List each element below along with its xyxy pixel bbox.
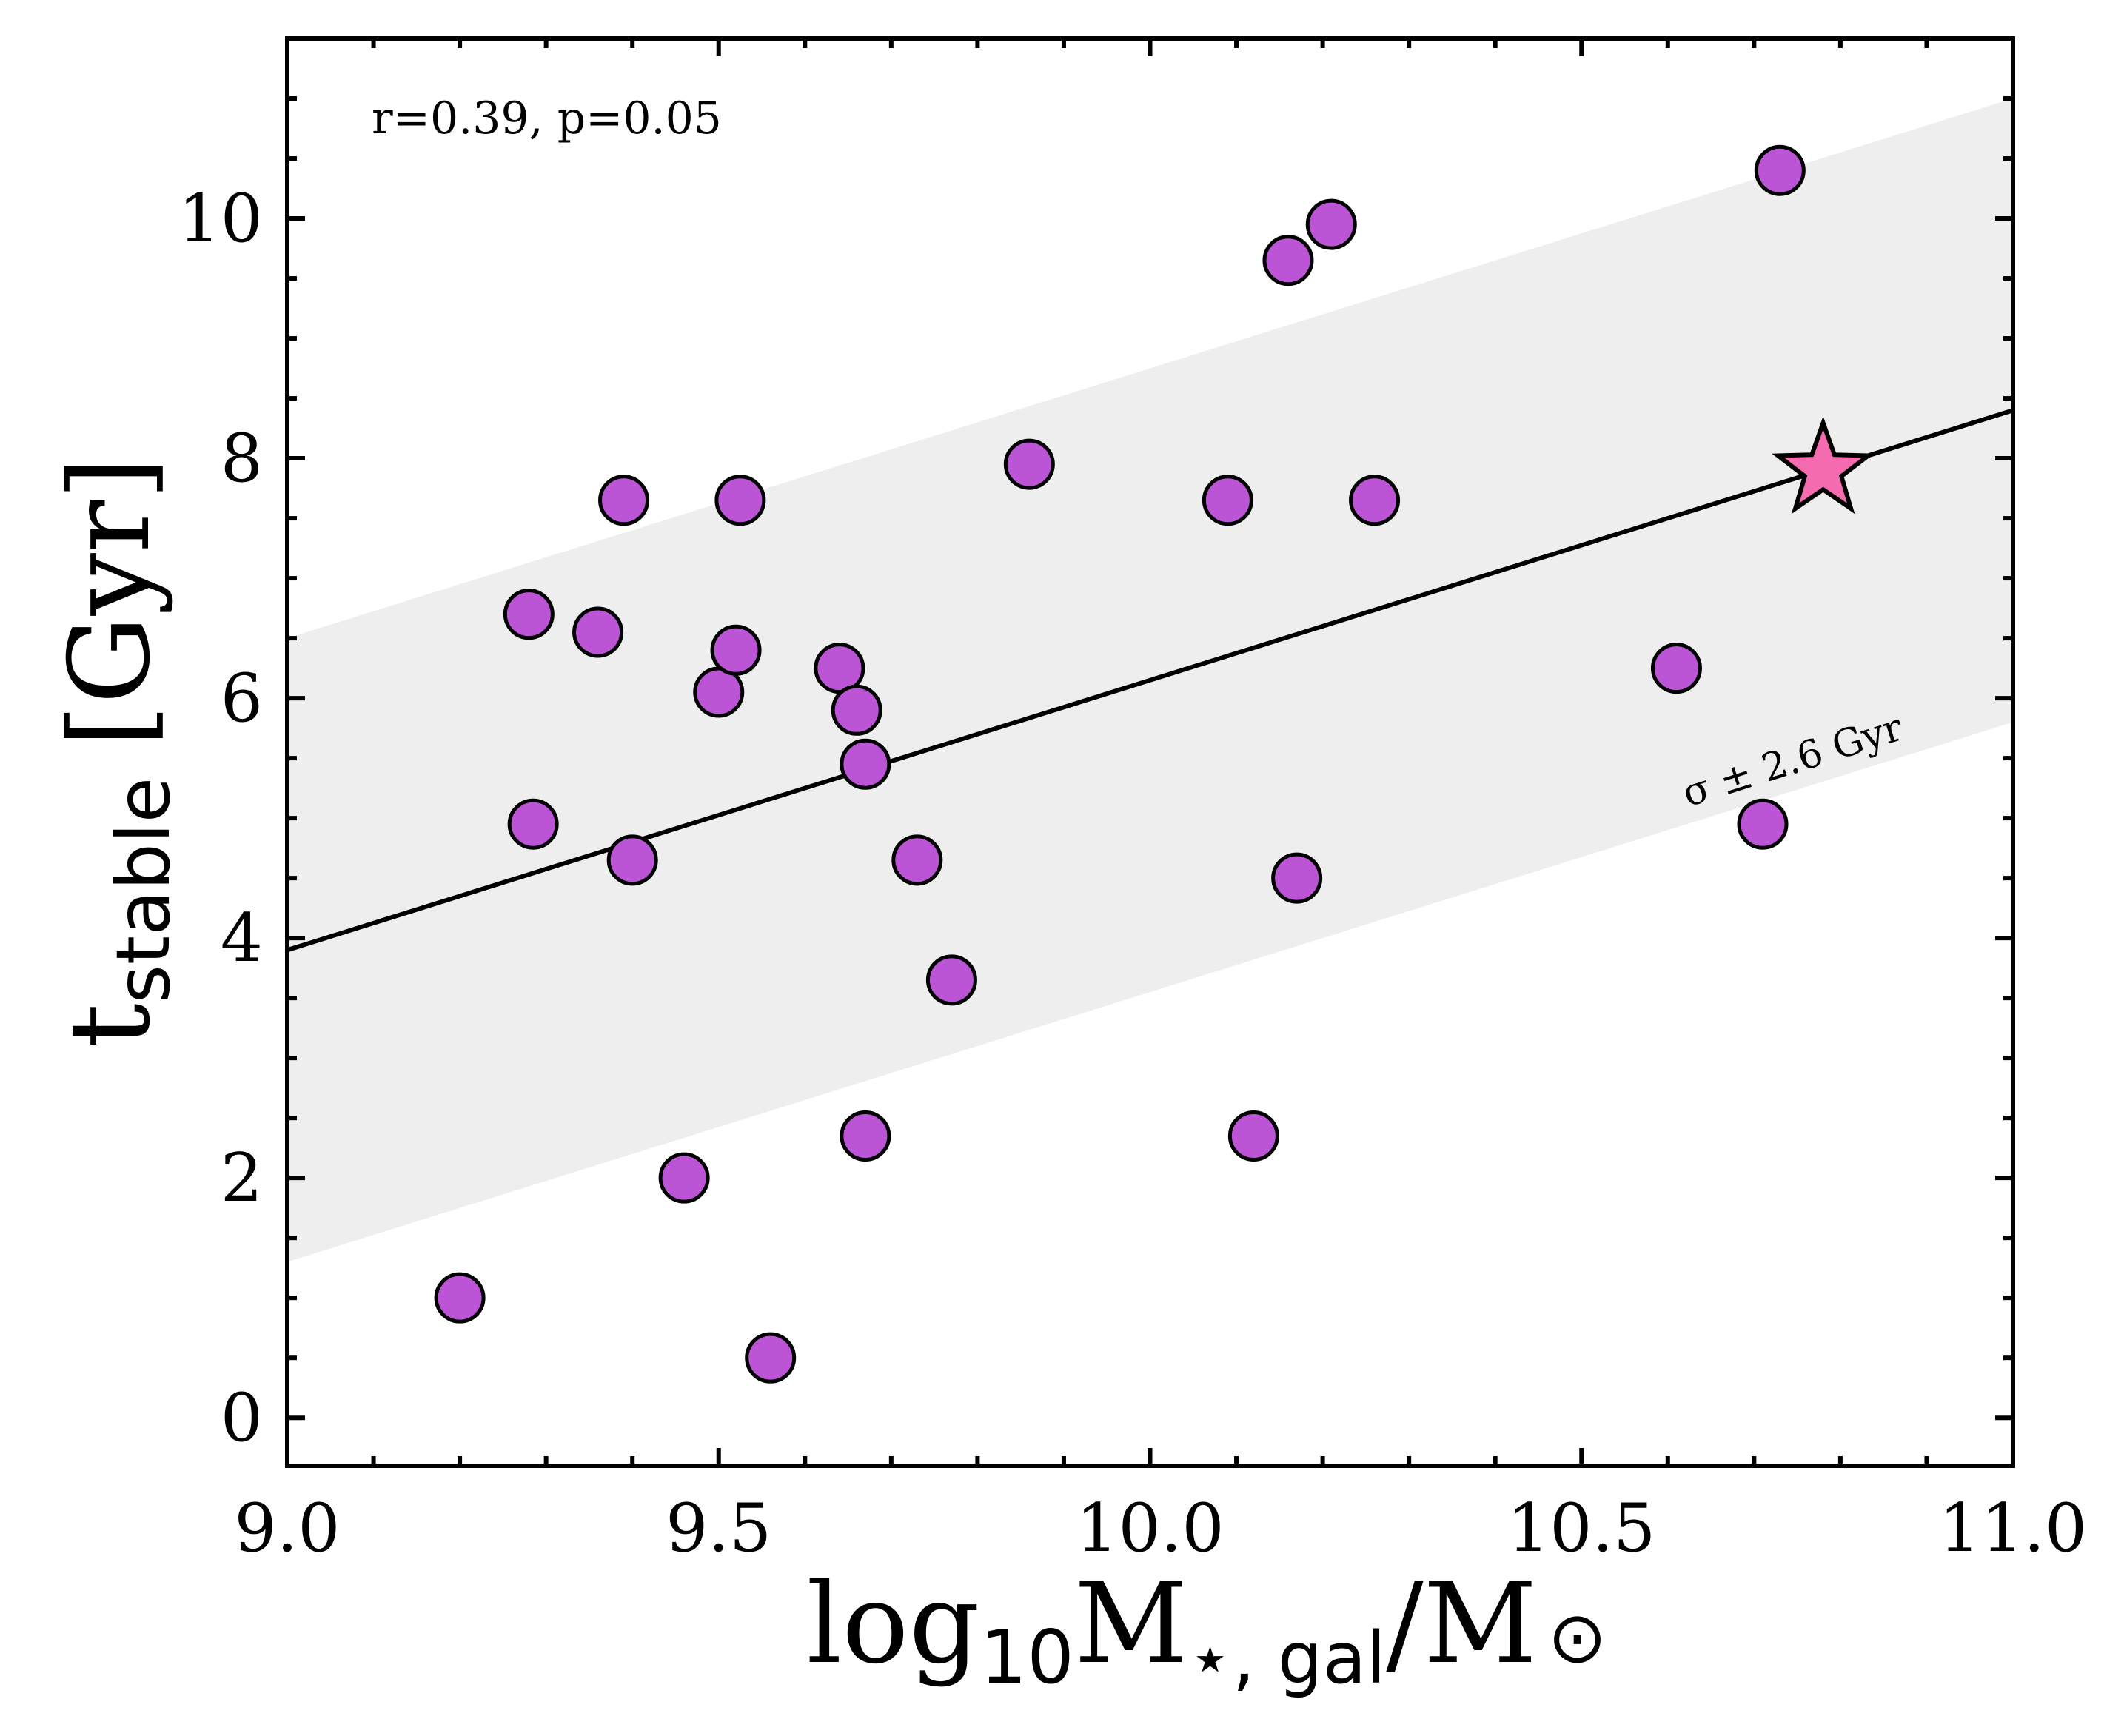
- data-point: [840, 738, 891, 790]
- x-tick-label: 9.0: [234, 1489, 340, 1567]
- data-point: [606, 834, 658, 886]
- plot-frame: [285, 36, 2015, 1468]
- y-label-main: t: [46, 1003, 175, 1048]
- data-point: [1271, 852, 1323, 904]
- x-tick-label: 10.5: [1507, 1489, 1655, 1567]
- highlight-layer: [1772, 416, 1875, 515]
- y-tick-label: 4: [221, 899, 263, 977]
- fit-line: [287, 408, 2013, 953]
- data-point: [710, 624, 762, 676]
- x-label-sun: ⊙: [1547, 1596, 1607, 1679]
- data-point: [1262, 235, 1314, 286]
- y-tick-label: 0: [221, 1379, 263, 1457]
- data-point: [1003, 438, 1055, 490]
- data-point: [572, 606, 624, 658]
- x-axis-label: log10M⋆, gal/M ⊙: [806, 1560, 1607, 1700]
- data-point: [1737, 798, 1789, 850]
- highlight-star-marker: [1772, 416, 1875, 515]
- data-point: [925, 954, 977, 1006]
- data-point: [714, 475, 766, 526]
- data-point: [831, 684, 882, 736]
- data-point: [507, 798, 559, 850]
- tick-labels: 9.0 9.5 10.0 10.5 11.0 0 2 4 6 8 10: [178, 180, 2087, 1567]
- data-point: [1305, 198, 1357, 250]
- data-point: [434, 1272, 486, 1324]
- data-point: [840, 1110, 891, 1162]
- x-label-sub: 10: [980, 1614, 1074, 1700]
- data-point: [1650, 643, 1702, 694]
- x-tick-label: 11.0: [1939, 1489, 2087, 1567]
- data-point: [891, 834, 943, 886]
- data-point: [1227, 1110, 1279, 1162]
- x-label-mid: M: [1074, 1560, 1188, 1689]
- data-point: [1202, 475, 1253, 526]
- y-label-sub: stable: [100, 777, 187, 1003]
- data-point: [503, 589, 555, 640]
- y-axis-label: tstable [Gyr]: [46, 457, 187, 1048]
- y-label-tail: [Gyr]: [46, 457, 175, 748]
- data-points: [434, 144, 1806, 1384]
- data-point: [1349, 475, 1401, 526]
- correlation-annotation: r=0.39, p=0.05: [372, 93, 722, 144]
- data-point: [598, 475, 650, 526]
- x-tick-label: 10.0: [1076, 1489, 1224, 1567]
- x-tick-label: 9.5: [666, 1489, 771, 1567]
- x-label-sub2: ⋆, gal: [1188, 1617, 1387, 1700]
- y-tick-label: 10: [178, 180, 263, 258]
- y-tick-label: 6: [221, 660, 263, 737]
- data-point: [658, 1152, 710, 1204]
- data-point: [1754, 144, 1806, 196]
- y-tick-label: 2: [221, 1139, 263, 1217]
- x-label-tail: /M: [1386, 1560, 1537, 1689]
- data-point: [745, 1332, 797, 1384]
- y-tick-label: 8: [221, 420, 263, 497]
- x-label-main: log: [806, 1560, 979, 1689]
